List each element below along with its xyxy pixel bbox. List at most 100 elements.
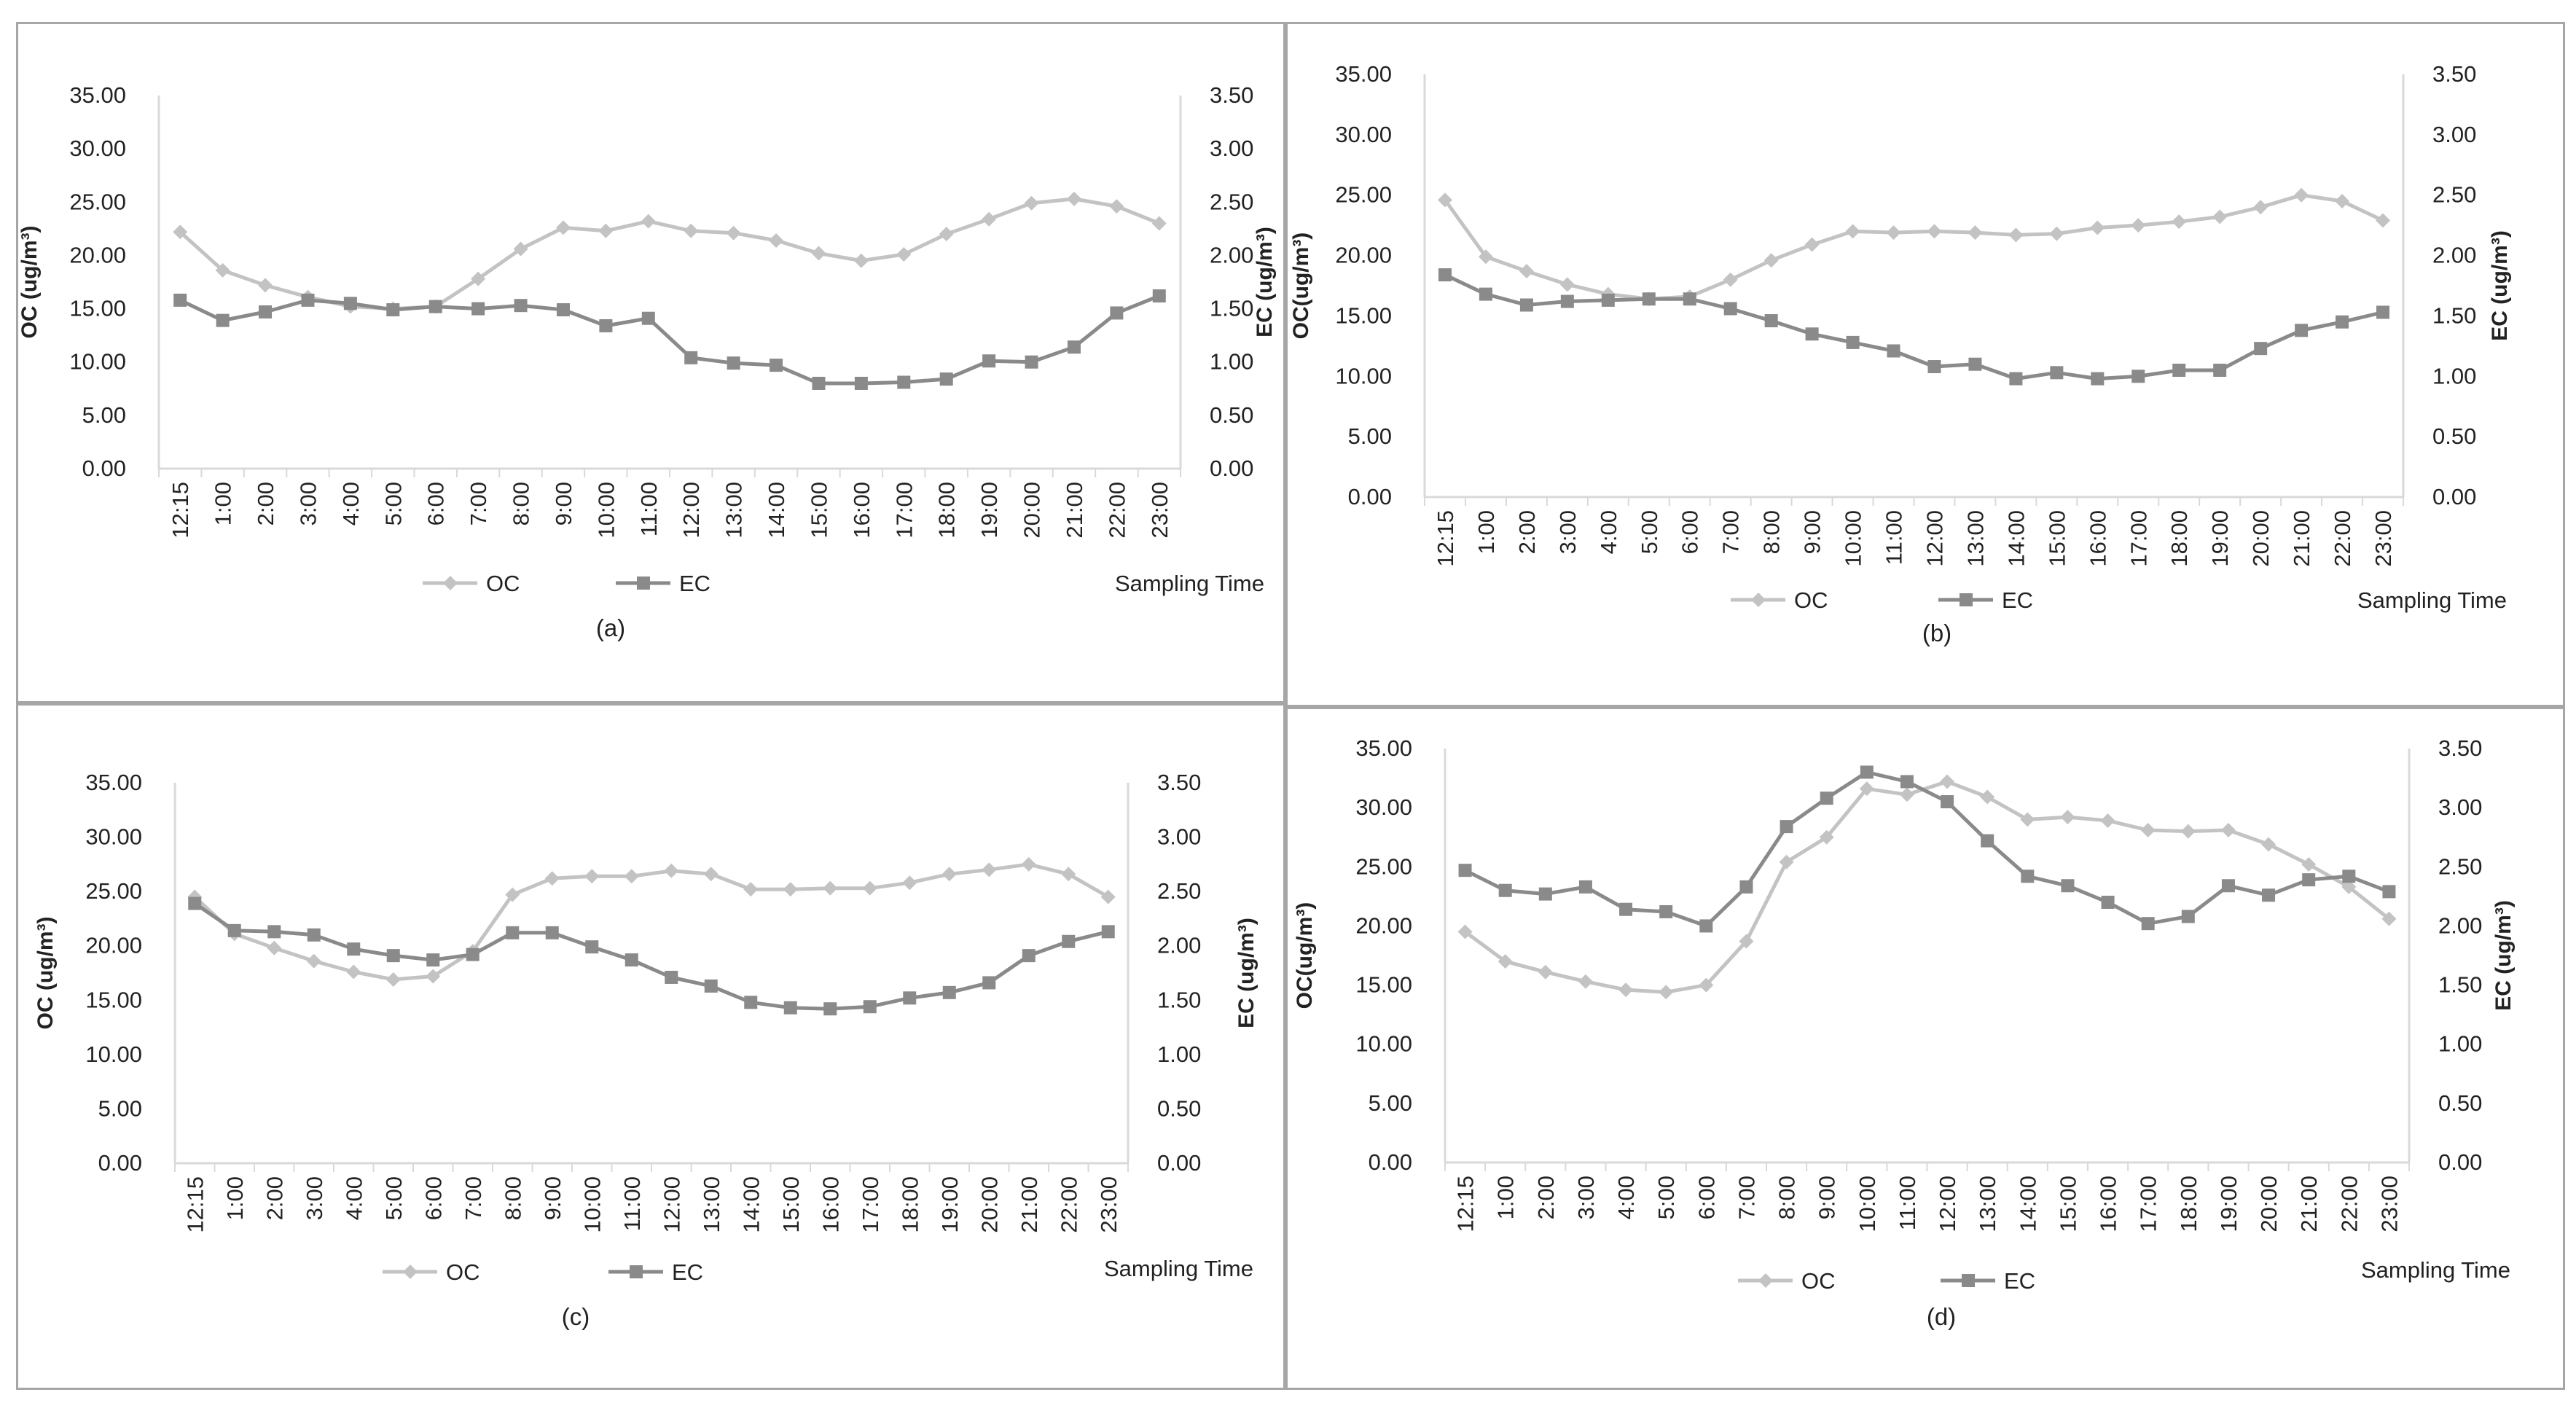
data-point-ec-d [1780, 820, 1793, 834]
y-right-tick-label-d: 2.00 [2438, 912, 2482, 938]
data-point-ec-c [1022, 949, 1036, 963]
y-right-tick-label-d: 0.50 [2438, 1090, 2482, 1116]
data-point-ec-b [2131, 370, 2145, 383]
y-right-tick-label-c: 1.50 [1157, 987, 1201, 1012]
data-point-ec-c [188, 896, 202, 910]
data-point-ec-c [1062, 934, 1076, 948]
y-left-tick-label-b: 10.00 [1335, 363, 1392, 388]
y-left-tick-label-b: 30.00 [1335, 122, 1392, 147]
y-left-tick-label-c: 5.00 [98, 1095, 142, 1121]
data-point-ec-c [1101, 925, 1115, 939]
x-tick-label-b: 7:00 [1718, 510, 1744, 554]
data-point-oc-a [1066, 191, 1081, 206]
data-point-ec-c [347, 942, 361, 956]
x-tick-label-d: 7:00 [1734, 1176, 1759, 1219]
x-tick-label-c: 12:15 [182, 1176, 208, 1233]
data-point-ec-c [386, 949, 400, 963]
data-point-ec-a [259, 305, 273, 318]
data-point-oc-a [1024, 195, 1039, 211]
data-point-ec-d [2181, 910, 2195, 923]
series-line-ec-d [1464, 770, 2390, 928]
series-line-ec-a [179, 294, 1160, 386]
data-point-ec-c [704, 979, 718, 993]
data-point-oc-a [598, 223, 614, 238]
data-point-oc-b [1845, 224, 1860, 239]
data-point-ec-b [1519, 298, 1533, 312]
data-point-oc-c [1061, 867, 1076, 882]
data-point-oc-b [1559, 277, 1575, 292]
x-tick-label-d: 12:00 [1935, 1176, 1960, 1232]
data-point-ec-a [343, 297, 357, 310]
data-point-oc-c [941, 867, 957, 882]
x-axis-label-c: Sampling Time [1104, 1256, 1253, 1281]
data-point-ec-b [1683, 292, 1696, 306]
data-point-oc-c [664, 863, 679, 878]
legend-marker-oc-d [1758, 1273, 1773, 1288]
data-point-oc-c [1021, 856, 1036, 872]
y-right-axis-label-b: EC (ug/m³) [2488, 230, 2512, 341]
y-left-tick-label-a: 10.00 [69, 349, 126, 375]
data-point-oc-b [2294, 187, 2309, 203]
x-tick-label-d: 6:00 [1694, 1176, 1719, 1219]
data-point-ec-d [1538, 887, 1552, 901]
panel-caption-d: (d) [1927, 1303, 1956, 1330]
data-point-oc-d [1899, 787, 1914, 802]
x-tick-label-c: 13:00 [699, 1176, 724, 1233]
x-tick-label-b: 1:00 [1473, 510, 1499, 554]
y-left-tick-label-b: 5.00 [1348, 423, 1392, 449]
data-point-oc-d [1659, 985, 1674, 1000]
data-point-ec-c [506, 926, 520, 939]
x-tick-label-c: 12:00 [659, 1176, 684, 1233]
data-point-ec-d [1498, 883, 1512, 897]
data-point-oc-c [306, 953, 321, 969]
y-right-tick-label-a: 0.00 [1210, 456, 1253, 481]
data-point-ec-b [1805, 327, 1819, 341]
x-tick-label-c: 8:00 [500, 1176, 525, 1220]
data-point-oc-b [1437, 192, 1452, 208]
y-left-tick-label-d: 5.00 [1369, 1090, 1412, 1116]
y-right-tick-label-b: 1.50 [2432, 302, 2476, 328]
data-point-ec-d [2141, 917, 2155, 931]
panel-caption-b: (b) [1922, 620, 1951, 646]
data-point-oc-a [1109, 199, 1124, 214]
x-tick-label-b: 2:00 [1514, 510, 1540, 554]
y-left-tick-label-c: 25.00 [85, 878, 142, 904]
y-left-tick-label-c: 0.00 [98, 1150, 142, 1176]
data-point-oc-a [1151, 216, 1167, 231]
data-point-oc-b [2172, 214, 2187, 230]
x-tick-label-a: 2:00 [253, 482, 278, 525]
data-point-ec-d [2061, 879, 2075, 893]
data-point-oc-d [1538, 964, 1553, 980]
x-tick-label-b: 21:00 [2289, 510, 2314, 567]
x-tick-label-d: 22:00 [2336, 1176, 2362, 1232]
x-tick-label-b: 23:00 [2371, 510, 2396, 567]
data-point-ec-d [1941, 795, 1954, 809]
data-point-oc-b [2090, 220, 2105, 235]
data-point-oc-c [743, 882, 759, 897]
legend-label-oc-c: OC [446, 1259, 480, 1285]
data-point-ec-b [1927, 360, 1941, 374]
data-point-ec-c [744, 996, 758, 1009]
data-point-ec-a [897, 375, 911, 389]
data-point-oc-a [726, 225, 741, 241]
data-point-oc-c [1100, 889, 1116, 904]
y-left-axis-label-a: OC (ug/m³) [17, 226, 42, 339]
series-line-oc-c [193, 862, 1110, 982]
y-right-axis-label-a: EC (ug/m³) [1253, 227, 1277, 337]
y-right-tick-label-a: 1.00 [1210, 349, 1253, 375]
data-point-oc-c [544, 871, 560, 886]
data-point-ec-a [812, 376, 826, 390]
panel-frame-c [16, 703, 1285, 1390]
x-tick-label-b: 3:00 [1555, 510, 1581, 554]
y-left-tick-label-a: 0.00 [82, 456, 126, 481]
x-tick-label-c: 19:00 [937, 1176, 963, 1233]
x-axis-label-a: Sampling Time [1115, 571, 1264, 596]
y-left-tick-label-d: 35.00 [1355, 735, 1412, 761]
x-tick-label-a: 22:00 [1104, 482, 1130, 539]
y-left-tick-label-c: 10.00 [85, 1041, 142, 1067]
x-tick-label-b: 16:00 [2085, 510, 2110, 567]
x-tick-label-d: 16:00 [2096, 1176, 2121, 1232]
x-tick-label-a: 9:00 [551, 482, 576, 525]
data-point-ec-b [2376, 305, 2390, 319]
